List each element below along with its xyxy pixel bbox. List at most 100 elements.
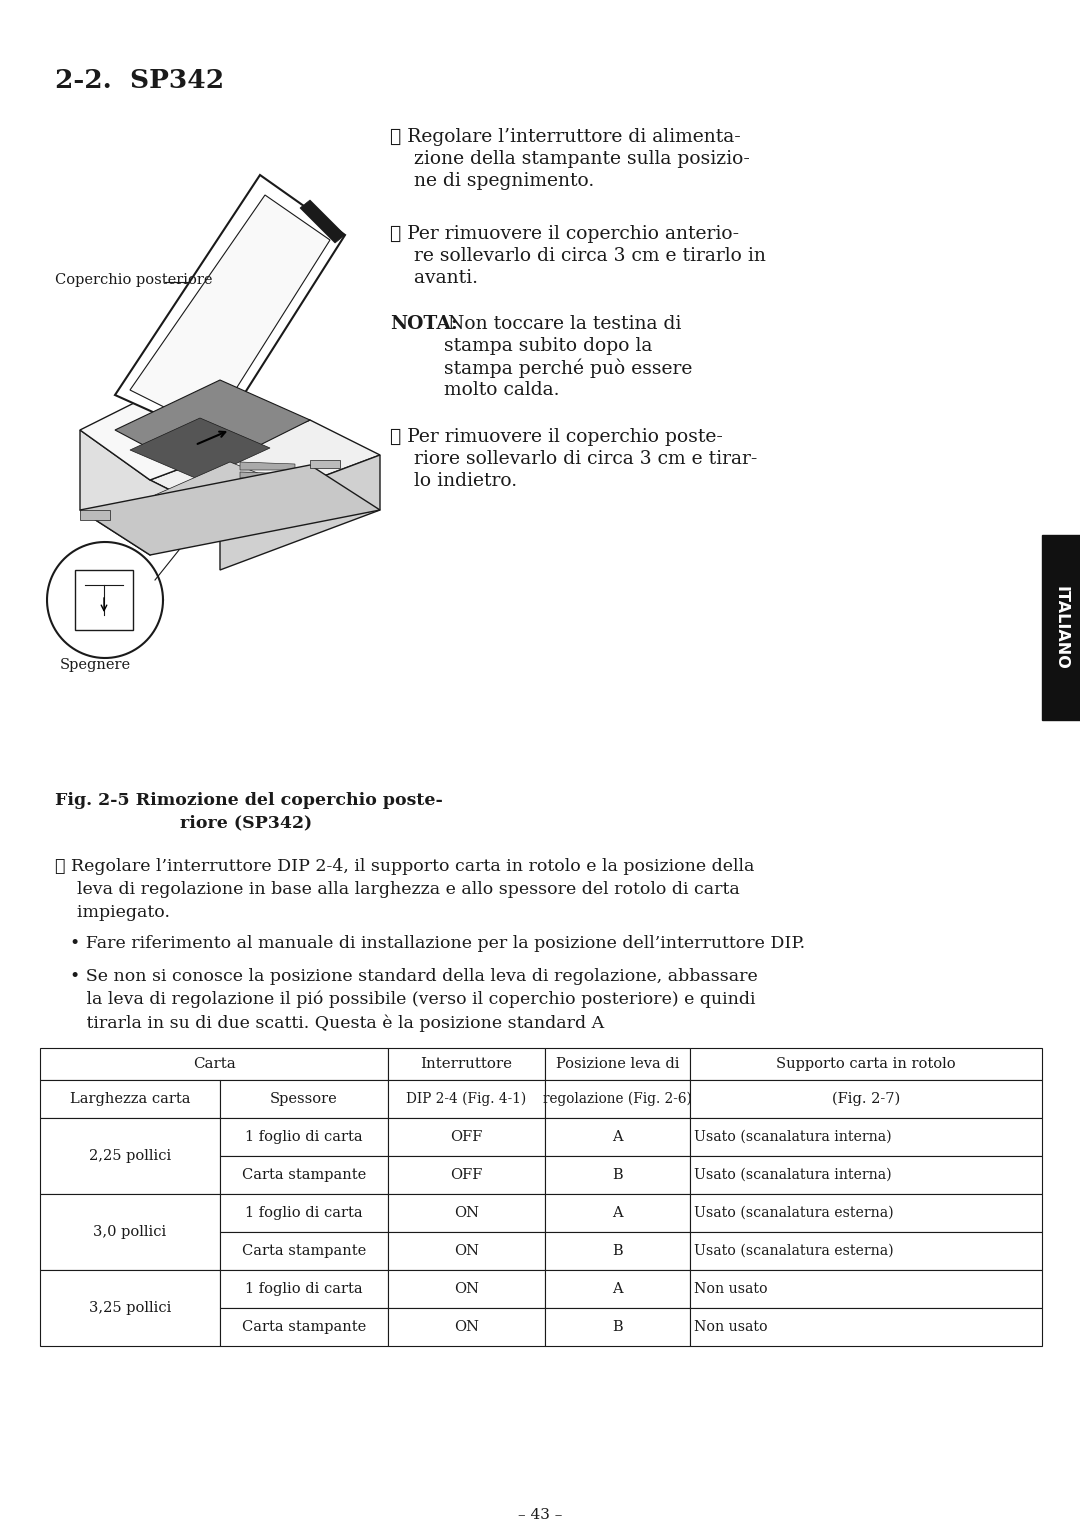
Bar — [40, 1118, 220, 1194]
Bar — [220, 1081, 388, 1118]
Text: Non toccare la testina di: Non toccare la testina di — [442, 314, 681, 333]
Text: Interruttore: Interruttore — [420, 1056, 513, 1072]
Text: stampa subito dopo la: stampa subito dopo la — [390, 337, 652, 356]
Bar — [690, 1194, 1042, 1233]
Text: riore sollevarlo di circa 3 cm e tirar-: riore sollevarlo di circa 3 cm e tirar- — [390, 451, 757, 468]
Bar — [40, 1194, 220, 1269]
Text: ON: ON — [454, 1243, 480, 1259]
Text: B: B — [612, 1168, 623, 1182]
Bar — [690, 1156, 1042, 1194]
Bar — [690, 1269, 1042, 1308]
Text: ④ Regolare l’interruttore DIP 2-4, il supporto carta in rotolo e la posizione de: ④ Regolare l’interruttore DIP 2-4, il su… — [55, 858, 754, 875]
Bar — [220, 1233, 388, 1269]
Polygon shape — [240, 472, 295, 478]
Text: avanti.: avanti. — [390, 268, 478, 287]
Text: Spegnere: Spegnere — [60, 658, 131, 671]
Bar — [40, 1081, 220, 1118]
Text: Usato (scanalatura interna): Usato (scanalatura interna) — [694, 1168, 892, 1182]
Bar — [545, 1233, 690, 1269]
Text: OFF: OFF — [450, 1130, 483, 1144]
Text: A: A — [612, 1130, 623, 1144]
Text: Posizione leva di: Posizione leva di — [556, 1056, 679, 1072]
Bar — [388, 1194, 545, 1233]
Text: impiegato.: impiegato. — [55, 904, 170, 921]
Text: ON: ON — [454, 1320, 480, 1334]
Polygon shape — [240, 481, 295, 487]
Text: A: A — [612, 1206, 623, 1220]
Text: la leva di regolazione il pió possibile (verso il coperchio posteriore) e quindi: la leva di regolazione il pió possibile … — [70, 990, 756, 1009]
Polygon shape — [80, 396, 310, 480]
Text: • Fare riferimento al manuale di installazione per la posizione dell’interruttor: • Fare riferimento al manuale di install… — [70, 935, 805, 952]
Text: Coperchio posteriore: Coperchio posteriore — [55, 273, 213, 287]
Bar — [545, 1194, 690, 1233]
Bar — [220, 1269, 388, 1308]
Polygon shape — [114, 175, 345, 440]
Bar — [690, 1233, 1042, 1269]
Text: A: A — [612, 1282, 623, 1295]
Text: molto calda.: molto calda. — [390, 382, 559, 399]
Text: ON: ON — [454, 1282, 480, 1295]
Text: 2,25 pollici: 2,25 pollici — [89, 1150, 171, 1164]
Bar — [545, 1049, 690, 1081]
Text: riore (SP342): riore (SP342) — [180, 814, 312, 831]
Text: Carta stampante: Carta stampante — [242, 1168, 366, 1182]
Text: Larghezza carta: Larghezza carta — [70, 1091, 190, 1105]
Text: – 43 –: – 43 – — [517, 1508, 563, 1522]
Text: 3,0 pollici: 3,0 pollici — [93, 1225, 166, 1239]
Bar — [220, 1194, 388, 1233]
Text: 1 foglio di carta: 1 foglio di carta — [245, 1130, 363, 1144]
Polygon shape — [80, 429, 220, 555]
Bar — [40, 1269, 220, 1346]
Bar — [545, 1081, 690, 1118]
Bar — [690, 1118, 1042, 1156]
Bar — [545, 1269, 690, 1308]
Bar — [388, 1118, 545, 1156]
Bar — [40, 1049, 388, 1081]
Bar — [220, 1308, 388, 1346]
Text: NOTA:: NOTA: — [390, 314, 458, 333]
Text: Usato (scanalatura esterna): Usato (scanalatura esterna) — [694, 1206, 893, 1220]
Bar — [75, 570, 133, 630]
Text: leva di regolazione in base alla larghezza e allo spessore del rotolo di carta: leva di regolazione in base alla larghez… — [55, 881, 740, 898]
Text: DIP 2-4 (Fig. 4-1): DIP 2-4 (Fig. 4-1) — [406, 1091, 527, 1107]
Text: Carta stampante: Carta stampante — [242, 1320, 366, 1334]
Text: lo indietro.: lo indietro. — [390, 472, 517, 491]
Text: tirarla in su di due scatti. Questa è la posizione standard A: tirarla in su di due scatti. Questa è la… — [70, 1013, 604, 1032]
Polygon shape — [156, 461, 280, 515]
Text: Supporto carta in rotolo: Supporto carta in rotolo — [777, 1056, 956, 1072]
Bar — [388, 1049, 545, 1081]
Text: ITALIANO: ITALIANO — [1053, 586, 1068, 670]
Text: Spessore: Spessore — [270, 1091, 338, 1105]
Polygon shape — [130, 195, 330, 429]
Bar — [1042, 535, 1080, 721]
Polygon shape — [80, 464, 380, 555]
Text: • Se non si conosce la posizione standard della leva di regolazione, abbassare: • Se non si conosce la posizione standar… — [70, 967, 758, 986]
Text: re sollevarlo di circa 3 cm e tirarlo in: re sollevarlo di circa 3 cm e tirarlo in — [390, 247, 766, 265]
Polygon shape — [300, 199, 345, 244]
Text: 2-2.  SP342: 2-2. SP342 — [55, 67, 225, 94]
Text: Carta stampante: Carta stampante — [242, 1243, 366, 1259]
Text: Usato (scanalatura interna): Usato (scanalatura interna) — [694, 1130, 892, 1144]
Polygon shape — [130, 419, 270, 480]
Text: B: B — [612, 1243, 623, 1259]
Text: ON: ON — [454, 1206, 480, 1220]
Bar — [388, 1233, 545, 1269]
Text: Usato (scanalatura esterna): Usato (scanalatura esterna) — [694, 1243, 893, 1259]
Text: Non usato: Non usato — [694, 1320, 768, 1334]
Polygon shape — [310, 460, 340, 468]
Text: regolazione (Fig. 2-6): regolazione (Fig. 2-6) — [543, 1091, 692, 1107]
Polygon shape — [150, 420, 380, 515]
Text: 1 foglio di carta: 1 foglio di carta — [245, 1282, 363, 1295]
Bar — [220, 1156, 388, 1194]
Text: ne di spegnimento.: ne di spegnimento. — [390, 172, 594, 190]
Text: zione della stampante sulla posizio-: zione della stampante sulla posizio- — [390, 150, 750, 169]
Bar — [690, 1308, 1042, 1346]
Text: 3,25 pollici: 3,25 pollici — [89, 1302, 172, 1315]
Text: 1 foglio di carta: 1 foglio di carta — [245, 1206, 363, 1220]
Bar — [690, 1049, 1042, 1081]
Bar — [545, 1308, 690, 1346]
Text: (Fig. 2-7): (Fig. 2-7) — [832, 1091, 900, 1107]
Bar — [388, 1269, 545, 1308]
Text: ③ Per rimuovere il coperchio poste-: ③ Per rimuovere il coperchio poste- — [390, 428, 723, 446]
Bar — [545, 1156, 690, 1194]
